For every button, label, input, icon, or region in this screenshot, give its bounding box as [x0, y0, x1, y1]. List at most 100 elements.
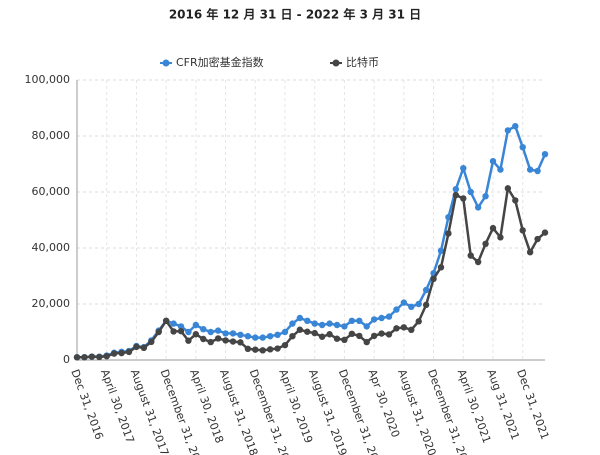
data-point: [266, 346, 274, 353]
data-point: [214, 327, 222, 334]
data-point: [274, 331, 281, 338]
data-point: [497, 166, 504, 173]
data-point: [200, 326, 207, 333]
data-point: [259, 347, 266, 354]
data-point: [400, 299, 408, 306]
data-point: [155, 328, 162, 336]
data-point: [326, 320, 333, 327]
data-point: [341, 323, 348, 330]
data-point: [415, 318, 422, 325]
data-point: [192, 321, 200, 329]
data-point: [318, 321, 326, 329]
y-tick-label: 100,000: [25, 73, 71, 86]
data-point: [467, 188, 474, 196]
data-point: [274, 345, 281, 352]
data-point: [185, 337, 192, 344]
data-point: [252, 346, 259, 353]
data-point: [348, 317, 356, 324]
data-point: [252, 334, 259, 341]
data-point: [229, 338, 237, 345]
data-point: [110, 350, 118, 357]
data-point: [445, 230, 452, 237]
data-point: [170, 320, 177, 327]
data-point: [422, 301, 430, 309]
data-point: [474, 258, 482, 266]
data-point: [281, 328, 289, 336]
data-point: [229, 330, 237, 337]
data-point: [207, 328, 214, 336]
data-point: [200, 335, 207, 343]
data-point: [452, 191, 460, 199]
data-point: [214, 335, 222, 342]
data-point: [259, 334, 266, 341]
data-point: [370, 332, 378, 340]
data-point: [88, 353, 96, 360]
data-point: [311, 320, 318, 327]
data-point: [460, 195, 467, 202]
data-point: [534, 167, 541, 175]
data-point: [512, 197, 519, 204]
data-point: [289, 333, 296, 340]
data-point: [356, 332, 363, 340]
data-point: [266, 333, 274, 340]
data-point: [385, 331, 393, 338]
data-point: [304, 317, 311, 324]
data-point: [385, 313, 393, 320]
data-point: [162, 317, 170, 324]
data-point: [103, 353, 110, 360]
y-tick-label: 0: [63, 353, 70, 366]
data-point: [363, 338, 370, 346]
data-point: [512, 123, 519, 130]
data-point: [341, 336, 348, 344]
data-point: [333, 335, 341, 342]
data-point: [125, 348, 133, 356]
data-point: [378, 314, 385, 322]
data-point: [289, 320, 296, 327]
data-point: [482, 240, 489, 247]
data-point: [170, 328, 177, 335]
data-point: [73, 354, 81, 361]
chart-title: 2016 年 12 月 31 日 - 2022 年 3 月 31 日: [169, 7, 421, 22]
data-point: [363, 323, 370, 330]
series-line: [76, 184, 546, 359]
data-point: [408, 303, 415, 310]
data-point: [281, 341, 289, 349]
data-point: [422, 286, 430, 294]
data-point: [519, 227, 526, 234]
data-point: [348, 330, 356, 338]
data-point: [296, 314, 304, 322]
data-point: [222, 337, 229, 344]
data-point: [140, 344, 148, 352]
data-point: [467, 252, 474, 259]
data-point: [400, 324, 408, 331]
data-point: [148, 338, 155, 346]
data-point: [237, 339, 244, 346]
data-point: [526, 249, 534, 256]
data-point: [318, 333, 326, 340]
data-point: [244, 345, 252, 352]
data-point: [237, 331, 244, 338]
data-point: [474, 204, 482, 211]
data-point: [96, 353, 103, 361]
x-tick-label: Dec 31, 2016: [68, 368, 105, 442]
data-point: [489, 158, 497, 165]
data-point: [460, 165, 467, 172]
data-point: [541, 229, 549, 236]
data-point: [326, 331, 333, 338]
data-point: [133, 343, 140, 351]
data-point: [118, 349, 125, 357]
data-point: [489, 224, 497, 232]
y-tick-label: 60,000: [32, 185, 71, 198]
data-point: [370, 316, 378, 323]
y-tick-label: 80,000: [32, 129, 71, 142]
data-point: [526, 166, 534, 173]
data-point: [207, 338, 214, 346]
legend-label: 比特币: [346, 55, 379, 69]
data-point: [304, 328, 311, 335]
data-point: [497, 234, 504, 241]
data-point: [534, 235, 541, 243]
data-point: [519, 144, 526, 151]
data-point: [415, 300, 422, 308]
